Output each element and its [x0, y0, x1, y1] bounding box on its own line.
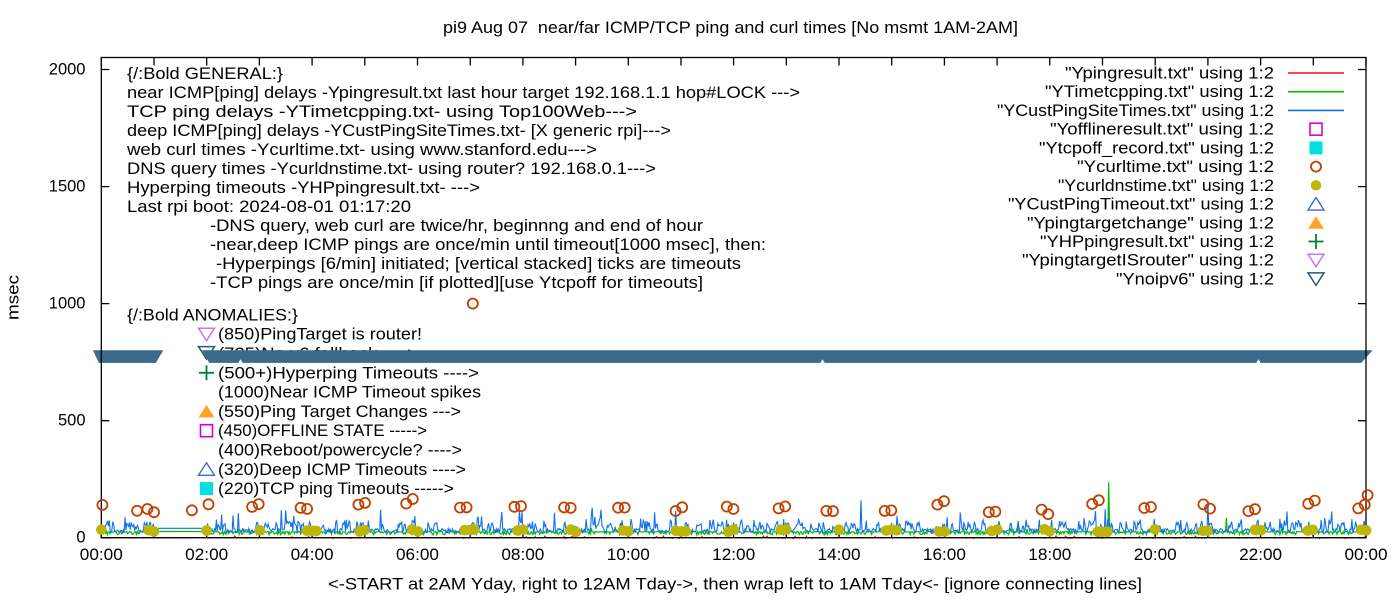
svg-text:"YCustPingTimeout.txt" using 1: "YCustPingTimeout.txt" using 1:2 — [1008, 196, 1274, 214]
svg-text:1500: 1500 — [49, 178, 86, 196]
svg-text:"Ycurldnstime.txt" using 1:2: "Ycurldnstime.txt" using 1:2 — [1058, 177, 1274, 195]
svg-text:<-START at 2AM Yday, right to: <-START at 2AM Yday, right to 12AM Tday-… — [328, 575, 1142, 593]
svg-text:pi9 Aug 07 near/far ICMP/TCP: pi9 Aug 07 near/far ICMP/TCP ping and cu… — [443, 19, 1018, 37]
svg-text:-TCP pings are once/min [if pl: -TCP pings are once/min [if plotted][use… — [210, 274, 703, 292]
svg-text:"YCustPingSiteTimes.txt" using: "YCustPingSiteTimes.txt" using 1:2 — [997, 102, 1274, 120]
svg-text:"YpingtargetISrouter" using 1:: "YpingtargetISrouter" using 1:2 — [1022, 252, 1274, 270]
svg-text:500: 500 — [58, 412, 86, 430]
svg-text:14:00: 14:00 — [818, 546, 861, 564]
svg-text:DNS query times -Ycurldnstime.: DNS query times -Ycurldnstime.txt- using… — [127, 160, 656, 178]
svg-text:1000: 1000 — [49, 295, 86, 313]
svg-text:(1000)Near ICMP Timeout spikes: (1000)Near ICMP Timeout spikes — [218, 384, 481, 402]
svg-text:deep ICMP[ping] delays -YCustP: deep ICMP[ping] delays -YCustPingSiteTim… — [127, 122, 671, 140]
svg-text:00:00: 00:00 — [80, 546, 123, 564]
svg-text:(400)Reboot/powercycle? ---->: (400)Reboot/powercycle? ----> — [218, 442, 462, 460]
svg-text:"Ynoipv6" using 1:2: "Ynoipv6" using 1:2 — [1116, 270, 1274, 288]
svg-text:TCP ping delays -YTimetcpping.: TCP ping delays -YTimetcpping.txt- using… — [127, 103, 637, 121]
svg-text:{/:Bold ANOMALIES:}: {/:Bold ANOMALIES:} — [127, 306, 299, 324]
svg-text:"Yofflineresult.txt" using 1:2: "Yofflineresult.txt" using 1:2 — [1050, 121, 1274, 139]
svg-text:web curl times -Ycurltime.txt-: web curl times -Ycurltime.txt- using www… — [126, 141, 597, 159]
svg-text:18:00: 18:00 — [1028, 546, 1071, 564]
svg-text:"Ycurltime.txt" using 1:2: "Ycurltime.txt" using 1:2 — [1077, 158, 1274, 176]
svg-text:(450)OFFLINE STATE ----->: (450)OFFLINE STATE -----> — [218, 422, 427, 440]
svg-text:12:00: 12:00 — [712, 546, 755, 564]
svg-text:msec: msec — [5, 275, 23, 320]
svg-text:"Ypingtargetchange" using 1:2: "Ypingtargetchange" using 1:2 — [1027, 214, 1274, 232]
svg-text:-DNS query, web curl are twice: -DNS query, web curl are twice/hr, begin… — [210, 217, 704, 235]
svg-text:Hyperping timeouts -YHPpingres: Hyperping timeouts -YHPpingresult.txt- -… — [127, 179, 480, 197]
svg-text:"YTimetcpping.txt" using 1:2: "YTimetcpping.txt" using 1:2 — [1045, 83, 1274, 101]
svg-text:2000: 2000 — [49, 61, 86, 79]
svg-text:0: 0 — [76, 529, 85, 547]
svg-text:"Ypingresult.txt" using 1:2: "Ypingresult.txt" using 1:2 — [1065, 65, 1274, 83]
svg-text:(550)Ping Target Changes --->: (550)Ping Target Changes ---> — [218, 403, 461, 421]
svg-text:02:00: 02:00 — [185, 546, 228, 564]
svg-text:{/:Bold GENERAL:}: {/:Bold GENERAL:} — [127, 65, 284, 83]
svg-text:08:00: 08:00 — [501, 546, 544, 564]
svg-text:06:00: 06:00 — [396, 546, 439, 564]
svg-text:Last rpi boot: 2024-08-01 01:1: Last rpi boot: 2024-08-01 01:17:20 — [127, 198, 411, 216]
svg-text:(320)Deep ICMP Timeouts ---->: (320)Deep ICMP Timeouts ----> — [218, 461, 466, 479]
svg-text:"YHPpingresult.txt" using 1:2: "YHPpingresult.txt" using 1:2 — [1040, 233, 1274, 251]
svg-text:"Ytcpoff_record.txt" using 1:2: "Ytcpoff_record.txt" using 1:2 — [1039, 139, 1274, 157]
svg-text:(850)PingTarget is router!: (850)PingTarget is router! — [218, 326, 422, 344]
svg-text:00:00: 00:00 — [1345, 546, 1388, 564]
svg-text:16:00: 16:00 — [923, 546, 966, 564]
svg-text:04:00: 04:00 — [291, 546, 334, 564]
svg-text:20:00: 20:00 — [1134, 546, 1177, 564]
svg-text:(500+)Hyperping Timeouts ---->: (500+)Hyperping Timeouts ----> — [218, 364, 479, 382]
svg-text:22:00: 22:00 — [1239, 546, 1282, 564]
svg-text:-near,deep ICMP pings are once: -near,deep ICMP pings are once/min until… — [210, 236, 766, 254]
svg-text:-Hyperpings [6/min] initiated;: -Hyperpings [6/min] initiated; [vertical… — [216, 255, 741, 273]
svg-text:10:00: 10:00 — [607, 546, 650, 564]
svg-text:(220)TCP ping Timeouts ----->: (220)TCP ping Timeouts -----> — [218, 480, 454, 498]
svg-text:near ICMP[ping] delays -Ypingr: near ICMP[ping] delays -Ypingresult.txt … — [127, 84, 800, 102]
